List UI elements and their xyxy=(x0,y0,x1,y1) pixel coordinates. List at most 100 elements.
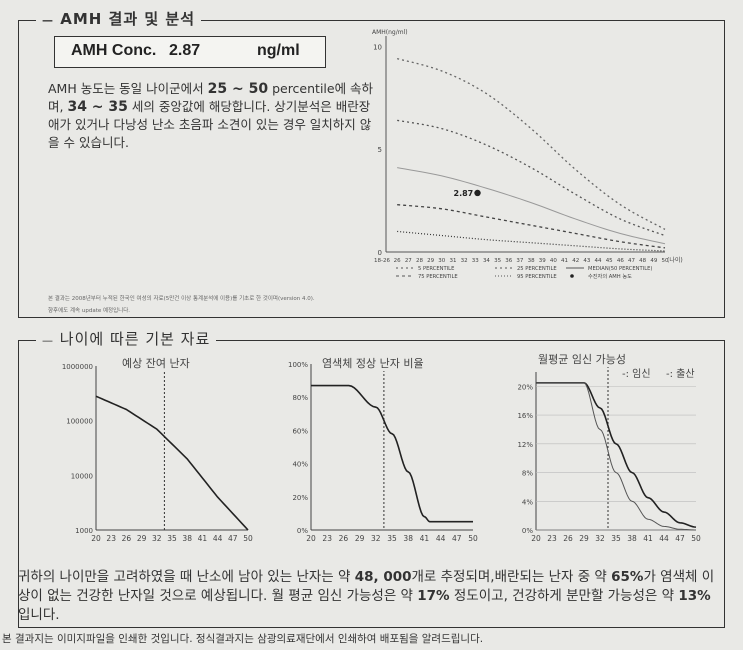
chart-x-tick-label: 32 xyxy=(152,534,162,543)
summary-part-2: 개로 추정되며,배란되는 난자 중 약 xyxy=(411,569,612,585)
x-tick-label: 18-26 xyxy=(374,258,390,264)
chart-series-line xyxy=(536,381,697,528)
chart-x-tick-label: 44 xyxy=(213,534,223,543)
percentile-line xyxy=(396,57,666,230)
chart-x-tick-label: 38 xyxy=(627,534,637,543)
chart-y-tick-label: 12% xyxy=(517,441,533,449)
x-tick-label: 41 xyxy=(561,258,568,264)
x-tick-label: 30 xyxy=(438,258,445,264)
legend-label: 95 PERCENTILE xyxy=(517,274,557,280)
interpretation-run: 25 ~ 50 xyxy=(207,81,269,97)
section-title-analysis-text: AMH 결과 및 분석 xyxy=(60,10,195,28)
summary-text: 귀하의 나이만을 고려하였을 때 난소에 남아 있는 난자는 약 48, 000… xyxy=(18,568,718,625)
chart-x-tick-label: 35 xyxy=(611,534,621,543)
chart-x-tick-label: 29 xyxy=(355,534,365,543)
x-tick-label: 35 xyxy=(494,258,501,264)
amh-conc-box: AMH Conc. 2.87 ng/ml xyxy=(54,36,326,68)
chart-x-tick-label: 50 xyxy=(243,534,253,543)
amh-value: 2.87 xyxy=(169,42,201,59)
chart-x-tick-label: 26 xyxy=(563,534,573,543)
legend-label: 25 PERCENTILE xyxy=(517,266,557,272)
chart3-title: 월평균 임신 가능성 xyxy=(536,351,628,367)
percentile-line xyxy=(397,204,666,249)
analysis-section-box xyxy=(18,20,725,318)
interpretation-run: AMH 농도는 동일 나이군에서 xyxy=(48,81,208,96)
chart-y-tick-label: 100000 xyxy=(66,418,93,426)
chart3-legend-pregnancy: -: 임신 xyxy=(620,365,653,380)
x-tick-label: 27 xyxy=(405,258,412,264)
chart-y-tick-label: 40% xyxy=(292,461,308,469)
footnote-1: 본 결과는 2008년부터 누적된 한국인 여성의 자료(5만건 이상 통계분석… xyxy=(48,296,315,302)
chart-y-tick-label: 4% xyxy=(522,498,533,506)
interpretation-run: 34 ~ 35 xyxy=(67,99,128,115)
x-tick-label: 28 xyxy=(416,258,423,264)
legend-label: 수진자의 AMH 농도 xyxy=(588,272,632,280)
title-dash-icon: — xyxy=(42,334,54,347)
y-tick-label: 10 xyxy=(373,43,382,51)
chart-x-tick-label: 38 xyxy=(182,534,192,543)
chart-x-tick-label: 47 xyxy=(452,534,462,543)
interpretation-run: 세의 중앙값에 해당합니다. 상기분석은 배란장애가 있거나 다낭성 난소 초음… xyxy=(48,99,372,150)
chart-x-tick-label: 20 xyxy=(91,534,101,543)
chart-x-tick-label: 47 xyxy=(675,534,685,543)
summary-normal-ratio: 65% xyxy=(611,569,644,585)
chart-x-tick-label: 29 xyxy=(137,534,147,543)
legend-label: MEDIAN(50 PERCENTILE) xyxy=(588,266,652,272)
chart1-title: 예상 잔여 난자 xyxy=(120,355,192,371)
summary-part-1: 귀하의 나이만을 고려하였을 때 난소에 남아 있는 난자는 약 xyxy=(18,569,355,585)
x-tick-label: 45 xyxy=(606,258,613,264)
chart3-legend-birth: -: 출산 xyxy=(664,365,697,380)
x-tick-label: 42 xyxy=(572,258,579,264)
chart-x-tick-label: 32 xyxy=(595,534,605,543)
chart-x-tick-label: 44 xyxy=(436,534,446,543)
age-data-section-box xyxy=(18,340,725,628)
chart-x-tick-label: 26 xyxy=(339,534,349,543)
y-tick-label: 0 xyxy=(378,249,382,257)
footnote-2: 향후에도 계속 update 예정입니다. xyxy=(48,308,131,314)
x-tick-label: 36 xyxy=(505,258,512,264)
x-tick-label: 31 xyxy=(449,258,456,264)
chart-x-tick-label: 29 xyxy=(579,534,589,543)
chart-y-tick-label: 20% xyxy=(517,383,533,391)
chart-x-tick-label: 20 xyxy=(306,534,316,543)
chart-x-tick-label: 23 xyxy=(322,534,332,543)
x-tick-label: 43 xyxy=(583,258,590,264)
x-tick-label: 33 xyxy=(472,258,479,264)
chart-x-tick-label: 38 xyxy=(403,534,413,543)
chart-x-tick-label: 23 xyxy=(106,534,116,543)
summary-pregnancy-rate: 17% xyxy=(417,588,450,604)
chart2-title: 염색체 정상 난자 비율 xyxy=(320,355,426,371)
y-tick-label: 5 xyxy=(378,146,382,154)
x-tick-label: 32 xyxy=(461,258,468,264)
chart-x-tick-label: 35 xyxy=(167,534,177,543)
summary-eggs-count: 48, 000 xyxy=(354,569,412,585)
x-tick-label: 34 xyxy=(483,258,490,264)
footer-notice: 본 결과지는 이미지파일을 인쇄한 것입니다. 정식결과지는 삼광의료재단에서 … xyxy=(2,633,484,645)
section-title-age-text: 나이에 따른 기본 자료 xyxy=(59,330,211,348)
chart-x-tick-label: 23 xyxy=(547,534,557,543)
x-tick-label: 47 xyxy=(628,258,635,264)
x-tick-label: 49 xyxy=(650,258,657,264)
chart-y-tick-label: 80% xyxy=(292,394,308,402)
chart-y-tick-label: 1000 xyxy=(75,527,93,535)
chart-y-tick-label: 0% xyxy=(297,527,308,535)
chart-x-tick-label: 41 xyxy=(420,534,430,543)
chart-y-tick-label: 0% xyxy=(522,527,533,535)
amh-interpretation-text: AMH 농도는 동일 나이군에서 25 ~ 50 percentile에 속하며… xyxy=(48,80,378,152)
x-tick-label: 44 xyxy=(595,258,602,264)
chart-y-tick-label: 60% xyxy=(292,427,308,435)
patient-amh-point xyxy=(474,189,481,197)
chart-x-tick-label: 47 xyxy=(228,534,238,543)
x-tick-label: 26 xyxy=(394,258,401,264)
chart-y-tick-label: 8% xyxy=(522,470,533,478)
chart-x-tick-label: 50 xyxy=(468,534,478,543)
chart-x-tick-label: 20 xyxy=(531,534,541,543)
legend-label: 5 PERCENTILE xyxy=(418,266,454,272)
chart-x-tick-label: 44 xyxy=(659,534,669,543)
chart-series-line xyxy=(95,395,249,531)
x-tick-label: 38 xyxy=(528,258,535,264)
chart-y-tick-label: 100% xyxy=(288,361,308,369)
summary-part-4: 정도이고, 건강하게 분만할 가능성은 약 xyxy=(449,588,679,604)
